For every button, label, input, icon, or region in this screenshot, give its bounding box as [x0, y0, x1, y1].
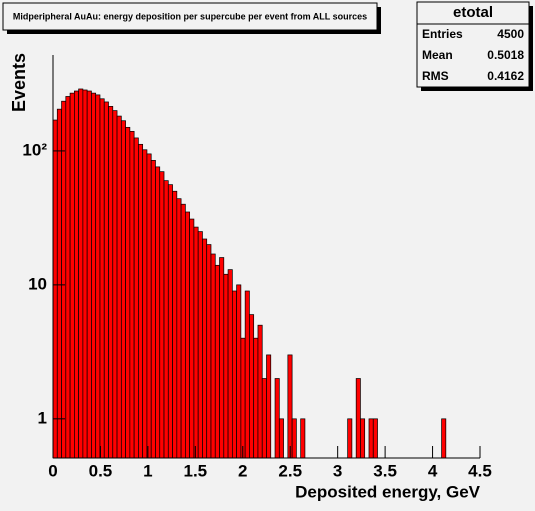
bar — [206, 244, 212, 459]
bar — [180, 203, 186, 459]
stats-frame — [416, 1, 530, 88]
bar — [274, 378, 280, 459]
y-tick-label: 1 — [38, 408, 47, 427]
bar — [360, 418, 366, 459]
bar — [95, 94, 101, 459]
bar — [103, 101, 109, 459]
bar — [150, 160, 156, 459]
bar — [69, 92, 75, 459]
bars — [52, 88, 447, 459]
bar — [244, 290, 250, 459]
x-tick-label: 2.5 — [278, 461, 302, 480]
chart-title: Midperipheral AuAu: energy deposition pe… — [13, 11, 367, 21]
bar — [197, 231, 203, 459]
bar — [138, 143, 144, 459]
bar — [82, 89, 88, 459]
bar — [300, 418, 306, 459]
stats-title: etotal — [453, 4, 493, 21]
bar — [231, 290, 237, 459]
bar — [78, 88, 84, 459]
bar — [372, 418, 378, 459]
bar — [278, 418, 284, 459]
bar — [227, 269, 233, 459]
bar — [287, 354, 293, 459]
stats-key: Entries — [422, 27, 463, 41]
bar — [112, 110, 118, 459]
bar — [129, 130, 135, 459]
bar — [347, 418, 353, 459]
stats-box: etotal Entries 4500 Mean 0.5018 RMS 0.4162 — [416, 1, 533, 91]
bar — [257, 324, 263, 459]
bar — [163, 180, 169, 459]
bar — [116, 115, 122, 459]
y-tick-label: 10 — [28, 274, 47, 293]
x-tick-label: 1 — [143, 461, 152, 480]
bar — [91, 92, 97, 459]
bar — [159, 171, 165, 459]
bar — [155, 166, 161, 459]
bar — [86, 90, 92, 459]
bar — [223, 273, 229, 459]
bar — [146, 153, 152, 459]
x-tick-label: 0 — [48, 461, 57, 480]
bar — [142, 149, 148, 459]
bar — [99, 98, 105, 459]
bar — [56, 108, 62, 459]
bar — [202, 238, 208, 459]
bar — [73, 90, 79, 459]
stats-key: Mean — [422, 48, 453, 62]
bar — [214, 264, 220, 459]
x-tick-label: 0.5 — [89, 461, 113, 480]
x-axis-label: Deposited energy, GeV — [295, 482, 481, 501]
bar — [253, 337, 259, 459]
stats-value: 4500 — [497, 27, 524, 41]
bar — [61, 100, 67, 459]
bar — [219, 257, 225, 459]
bar — [133, 137, 139, 459]
bar — [167, 184, 173, 459]
x-tick-label: 4 — [428, 461, 438, 480]
bar — [291, 418, 297, 459]
bar — [52, 119, 58, 459]
bar — [441, 418, 447, 459]
x-tick-label: 1.5 — [184, 461, 208, 480]
x-tick-label: 4.5 — [468, 461, 492, 480]
bar — [125, 126, 131, 459]
bar — [176, 198, 182, 459]
x-tick-label: 3.5 — [373, 461, 397, 480]
bar — [193, 226, 199, 459]
bar — [185, 211, 190, 459]
bar — [261, 378, 267, 459]
bar — [210, 253, 216, 459]
bar — [249, 314, 255, 459]
stats-value: 0.5018 — [487, 48, 524, 62]
bar — [108, 106, 114, 459]
bar — [266, 354, 272, 459]
x-tick-label: 3 — [333, 461, 342, 480]
bar — [240, 337, 246, 459]
bar — [368, 418, 374, 459]
y-axis-label: Events — [9, 53, 29, 112]
y-tick-label: 10² — [22, 140, 47, 159]
bar — [189, 218, 195, 459]
stats-value: 0.4162 — [487, 69, 524, 83]
bar — [120, 120, 126, 459]
bar — [172, 190, 178, 459]
bar — [236, 284, 242, 459]
bar — [65, 96, 71, 459]
title-box — [2, 2, 378, 31]
stats-key: RMS — [422, 69, 449, 83]
x-tick-label: 2 — [238, 461, 247, 480]
bar — [355, 378, 361, 459]
